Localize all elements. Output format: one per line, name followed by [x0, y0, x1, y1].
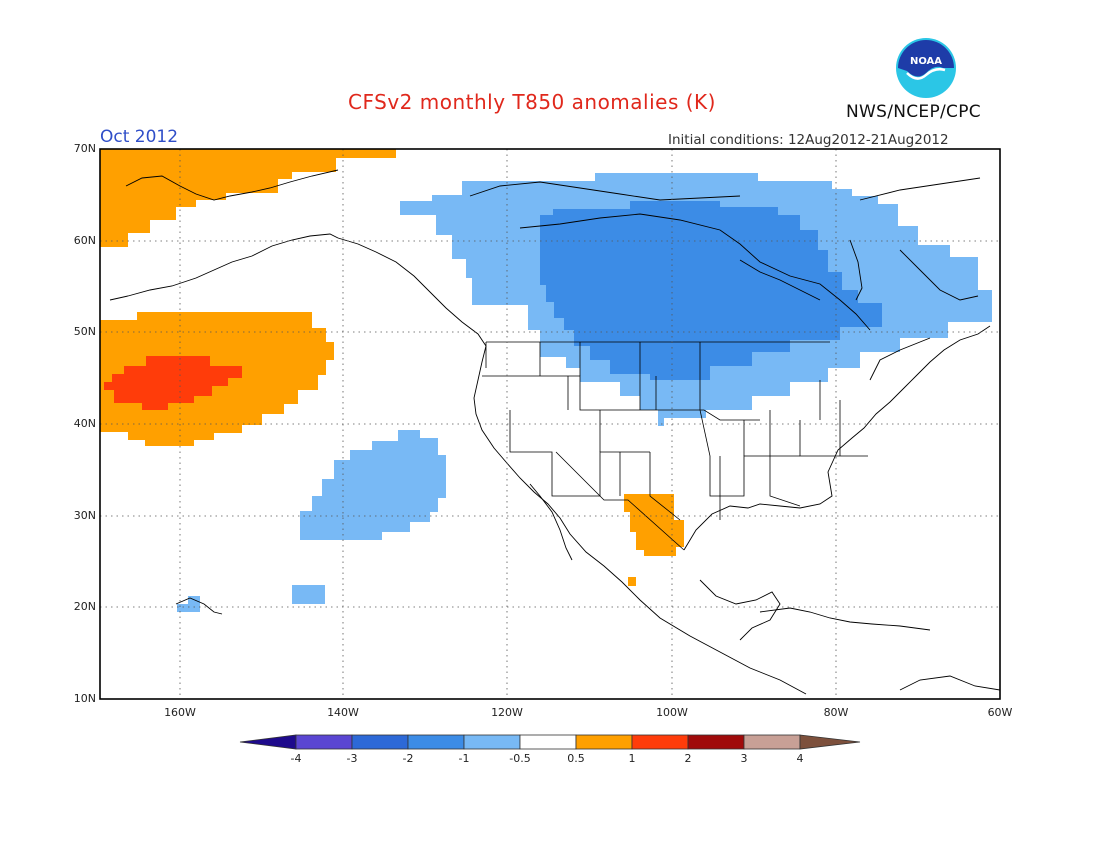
colorbar-label-3: -2 [402, 752, 414, 765]
initial-conditions-label: Initial conditions: 12Aug2012-21Aug2012 [668, 132, 949, 148]
coastlines [109, 169, 1000, 695]
colorbar-label-9: 3 [740, 752, 748, 765]
lat-tick-20: 20N [73, 600, 96, 613]
agency-label: NWS/NCEP/CPC [846, 102, 981, 122]
colorbar-swatch-8 [687, 734, 745, 750]
map-frame [99, 148, 1001, 700]
colorbar-label-6: 0.5 [567, 752, 585, 765]
anomaly-orange-bering [100, 149, 396, 247]
anomaly-blue-core [540, 201, 882, 380]
colorbar-swatch-6 [575, 734, 633, 750]
lon-tick-120w: 120W [491, 706, 523, 719]
colorbar-arrow-right [799, 734, 861, 750]
anomaly-red-core [104, 356, 242, 410]
colorbar-label-5: -0.5 [509, 752, 531, 765]
colorbar-swatch-7 [631, 734, 689, 750]
noaa-logo-icon: NOAA [896, 38, 956, 98]
anomaly-light-blue-pacific [300, 430, 446, 540]
logo-text: NOAA [910, 56, 942, 67]
lon-tick-60w: 60W [987, 706, 1013, 719]
lat-tick-40: 40N [73, 417, 96, 430]
map-title: CFSv2 monthly T850 anomalies (K) [348, 90, 716, 114]
lon-tick-100w: 100W [656, 706, 688, 719]
anomaly-light-blue-hawaii-east [292, 585, 325, 604]
colorbar-swatch-2 [351, 734, 409, 750]
colorbar-swatch-4 [463, 734, 521, 750]
colorbar-swatch-9 [743, 734, 801, 750]
lat-tick-70: 70N [73, 142, 96, 155]
lon-tick-140w: 140W [327, 706, 359, 719]
lat-tick-10: 10N [73, 692, 96, 705]
gridlines [100, 149, 1000, 699]
lat-tick-30: 30N [73, 509, 96, 522]
anomaly-orange-mexico-small [628, 577, 636, 586]
colorbar-label-1: -4 [290, 752, 302, 765]
colorbar-swatch-3 [407, 734, 465, 750]
valid-month-label: Oct 2012 [100, 127, 179, 147]
lat-tick-50: 50N [73, 325, 96, 338]
colorbar-label-7: 1 [628, 752, 636, 765]
lon-tick-160w: 160W [164, 706, 196, 719]
colorbar [239, 734, 861, 750]
colorbar-swatch-1 [295, 734, 353, 750]
lon-tick-80w: 80W [823, 706, 849, 719]
colorbar-label-4: -1 [458, 752, 470, 765]
colorbar-arrow-left [239, 734, 297, 750]
anomaly-orange-mexico [624, 494, 684, 556]
colorbar-swatch-5 [519, 734, 577, 750]
lat-tick-60: 60N [73, 234, 96, 247]
state-borders [482, 341, 868, 551]
colorbar-label-10: 4 [796, 752, 804, 765]
colorbar-label-2: -3 [346, 752, 358, 765]
colorbar-label-8: 2 [684, 752, 692, 765]
